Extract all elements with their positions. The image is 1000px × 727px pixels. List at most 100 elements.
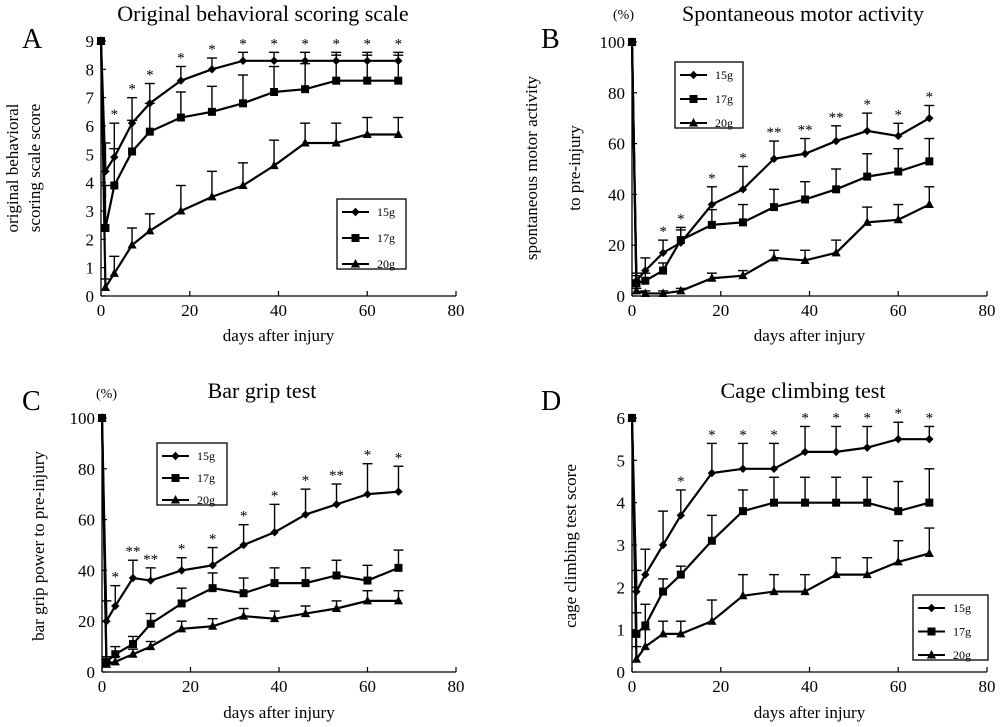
significance-marker: * bbox=[395, 450, 403, 466]
data-point-17g bbox=[239, 99, 247, 108]
significance-marker: * bbox=[239, 36, 247, 52]
panel-c: C Bar grip test (%) 0 20 40 60 80 100 0 20 40 60 80 da… bbox=[22, 378, 465, 722]
data-point-15g bbox=[641, 570, 650, 579]
data-point-15g bbox=[300, 56, 310, 66]
x-tick-label: 80 bbox=[448, 301, 465, 320]
data-point-17g bbox=[146, 619, 155, 628]
data-point-20g bbox=[676, 628, 686, 638]
x-tick-label: 40 bbox=[801, 677, 818, 696]
y-tick-label: 4 bbox=[86, 174, 95, 193]
x-tick-label: 0 bbox=[97, 301, 106, 320]
x-tick-label: 20 bbox=[182, 677, 199, 696]
significance-marker: * bbox=[177, 51, 185, 67]
y-tick-label: 6 bbox=[86, 117, 95, 136]
data-point-20g bbox=[100, 282, 111, 291]
data-point-20g bbox=[631, 654, 642, 663]
data-point-17g bbox=[394, 76, 403, 85]
data-point-20g bbox=[207, 191, 217, 201]
significance-marker: * bbox=[240, 509, 248, 525]
data-point-20g bbox=[924, 548, 934, 557]
x-axis-title: days after injury bbox=[223, 703, 335, 722]
significance-marker: * bbox=[208, 42, 216, 58]
data-point-20g bbox=[362, 595, 373, 605]
y-axis-title: scoring scale score bbox=[25, 104, 44, 232]
data-point-17g bbox=[145, 127, 154, 136]
legend-marker-17g bbox=[689, 95, 698, 103]
significance-marker: * bbox=[895, 406, 903, 422]
y-tick-label: 40 bbox=[78, 561, 95, 580]
y-tick-label: 1 bbox=[86, 259, 95, 278]
data-point-17g bbox=[676, 236, 685, 245]
data-point-17g bbox=[863, 498, 872, 507]
significance-marker: ** bbox=[829, 110, 844, 126]
significance-marker: * bbox=[863, 410, 871, 426]
x-axis-title: days after injury bbox=[754, 326, 866, 345]
y-tick-label: 5 bbox=[86, 145, 95, 164]
data-point-20g bbox=[800, 255, 810, 264]
data-point-17g bbox=[110, 181, 119, 190]
data-point-17g bbox=[176, 113, 185, 122]
data-point-17g bbox=[770, 498, 778, 507]
series-line-15g bbox=[99, 40, 399, 175]
legend-marker-17g bbox=[927, 627, 936, 636]
data-point-20g bbox=[128, 649, 138, 658]
series-line-20g bbox=[630, 417, 930, 663]
data-point-15g bbox=[207, 65, 217, 74]
x-tick-label: 60 bbox=[359, 677, 376, 696]
data-point-17g bbox=[707, 536, 716, 545]
data-point-20g bbox=[769, 586, 779, 596]
significance-marker: * bbox=[895, 107, 903, 123]
data-point-17g bbox=[128, 640, 137, 649]
panel-letter: C bbox=[22, 386, 41, 417]
data-point-17g bbox=[863, 172, 872, 181]
data-point-15g bbox=[894, 434, 903, 444]
data-point-17g bbox=[641, 621, 650, 630]
y-tick-label: 6 bbox=[617, 409, 626, 428]
data-point-17g bbox=[801, 498, 810, 507]
data-point-20g bbox=[393, 595, 404, 605]
data-point-17g bbox=[832, 498, 841, 507]
significance-marker: * bbox=[364, 36, 372, 52]
data-point-20g bbox=[738, 270, 748, 280]
legend-marker-17g bbox=[171, 474, 180, 482]
data-point-17g bbox=[801, 195, 810, 204]
significance-marker: * bbox=[128, 82, 136, 98]
legend-box bbox=[156, 442, 228, 506]
data-point-20g bbox=[393, 129, 403, 138]
data-point-17g bbox=[894, 167, 903, 176]
y-tick-label: 20 bbox=[608, 236, 625, 255]
significance-marker: ** bbox=[143, 552, 158, 568]
significance-marker: * bbox=[301, 36, 309, 52]
data-point-15g bbox=[800, 447, 810, 457]
series-line-17g bbox=[100, 417, 399, 665]
data-point-17g bbox=[707, 220, 716, 229]
y-tick-label: 0 bbox=[617, 287, 626, 306]
significance-marker: * bbox=[677, 474, 685, 490]
y-tick-label: 100 bbox=[70, 409, 96, 428]
y-tick-label: 0 bbox=[617, 663, 626, 682]
legend: 15g 17g 20g bbox=[912, 594, 989, 662]
y-tick-label: 5 bbox=[617, 451, 626, 470]
data-point-15g bbox=[270, 528, 279, 537]
significance-marker: ** bbox=[329, 468, 344, 484]
x-tick-label: 60 bbox=[359, 301, 376, 320]
data-point-15g bbox=[238, 56, 248, 66]
y-tick-label: 0 bbox=[87, 663, 96, 682]
data-point-15g bbox=[707, 468, 717, 478]
data-point-15g bbox=[769, 154, 779, 164]
y-tick-label: 20 bbox=[78, 612, 95, 631]
data-point-15g bbox=[862, 443, 872, 452]
significance-marker: * bbox=[770, 427, 778, 443]
significance-marker: * bbox=[332, 36, 340, 52]
significance-marker: * bbox=[302, 473, 310, 489]
data-point-20g bbox=[640, 288, 650, 297]
data-point-20g bbox=[109, 268, 119, 277]
data-point-17g bbox=[676, 570, 685, 579]
data-point-20g bbox=[640, 641, 650, 651]
data-point-15g bbox=[301, 510, 310, 519]
y-unit-label: (%) bbox=[613, 8, 634, 23]
significance-marker: * bbox=[739, 427, 747, 443]
y-tick-label: 80 bbox=[608, 84, 625, 103]
data-point-15g bbox=[176, 76, 186, 85]
y-tick-label: 2 bbox=[617, 578, 626, 597]
